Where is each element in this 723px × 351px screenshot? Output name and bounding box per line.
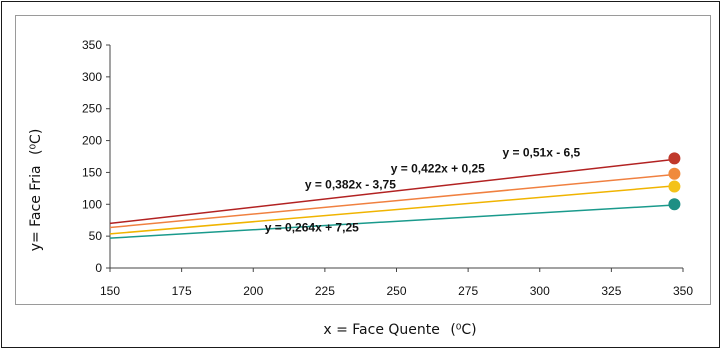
equation-label: y = 0,382x - 3,75: [305, 177, 396, 191]
series-lines: [109, 158, 675, 239]
y-axis-ticks: 0 50 100 150 200 250 300 350: [82, 38, 110, 275]
series-marker: [668, 152, 681, 165]
x-tick-label: 325: [601, 284, 621, 298]
series-line: [109, 204, 675, 239]
x-tick-label: 150: [100, 284, 120, 298]
y-tick-label: 250: [82, 102, 102, 116]
x-tick-label: 250: [386, 284, 406, 298]
y-tick-label: 50: [89, 229, 103, 243]
y-axis-title-unit: (⁰C): [28, 129, 44, 155]
x-axis-title-unit: (⁰C): [450, 322, 476, 338]
x-axis-title: x = Face Quente (⁰C): [323, 322, 476, 338]
x-tick-label: 225: [315, 284, 335, 298]
x-tick-label: 350: [673, 284, 693, 298]
x-tick-label: 275: [458, 284, 478, 298]
equation-label: y = 0,422x + 0,25: [391, 161, 485, 175]
x-axis-title-text: x = Face Quente: [323, 322, 440, 338]
y-tick-label: 200: [82, 134, 102, 148]
series-markers: [668, 152, 681, 211]
y-tick-label: 300: [82, 70, 102, 84]
equation-labels: y = 0,51x - 6,5 y = 0,422x + 0,25 y = 0,38…: [265, 146, 581, 235]
y-tick-label: 100: [82, 197, 102, 211]
equation-label: y = 0,264x + 7,25: [265, 221, 359, 235]
chart-panel: [15, 15, 711, 305]
equation-label: y = 0,51x - 6,5: [503, 146, 581, 160]
series-marker: [668, 167, 681, 180]
x-tick-label: 200: [243, 284, 263, 298]
y-tick-label: 0: [95, 261, 102, 275]
y-tick-label: 150: [82, 165, 102, 179]
series-marker: [668, 180, 681, 193]
x-tick-label: 300: [530, 284, 550, 298]
x-axis-ticks: 150 175 200 225 250 275 300 325 350: [100, 268, 693, 298]
y-tick-label: 350: [82, 38, 102, 52]
x-tick-label: 175: [172, 284, 192, 298]
series-marker: [668, 198, 681, 211]
series-line: [109, 158, 675, 225]
y-axis-title: y= Face Fria (⁰C): [28, 129, 44, 252]
series-line: [109, 185, 675, 235]
series-line: [109, 173, 675, 229]
y-axis-title-text: y= Face Fria: [28, 165, 44, 251]
